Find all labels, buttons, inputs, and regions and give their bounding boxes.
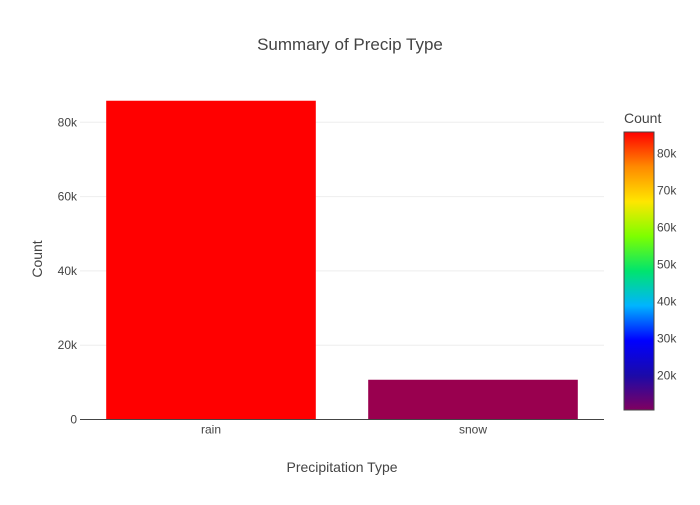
bar-series [106,100,578,420]
colorbar-gradient [623,131,655,411]
colorbar-tick-label: 60k [657,221,677,235]
x-axis-title: Precipitation Type [286,459,397,475]
colorbar-tick-label: 70k [657,183,677,197]
y-tick-label: 40k [58,264,78,278]
x-tick-label: snow [459,423,487,437]
y-axis-title: Count [29,240,45,277]
bar-rain[interactable] [106,100,316,420]
y-tick-label: 0 [70,413,77,427]
colorbar-tick-label: 20k [657,369,677,383]
y-axis-ticks: 0 20k 40k 60k 80k [58,115,78,426]
y-tick-label: 80k [58,115,78,129]
colorbar-tick-label: 80k [657,146,677,160]
y-tick-label: 60k [58,190,78,204]
colorbar-tick-label: 40k [657,295,677,309]
y-tick-label: 20k [58,338,78,352]
x-axis-ticks: rain snow [201,423,487,437]
colorbar-tick-label: 30k [657,332,677,346]
colorbar-tick-label: 50k [657,258,677,272]
colorbar-ticks: 20k 30k 40k 50k 60k 70k 80k [657,146,677,382]
x-tick-label: rain [201,423,221,437]
chart-title: Summary of Precip Type [257,35,443,54]
colorbar-title: Count [624,110,661,126]
bar-snow[interactable] [368,379,578,420]
